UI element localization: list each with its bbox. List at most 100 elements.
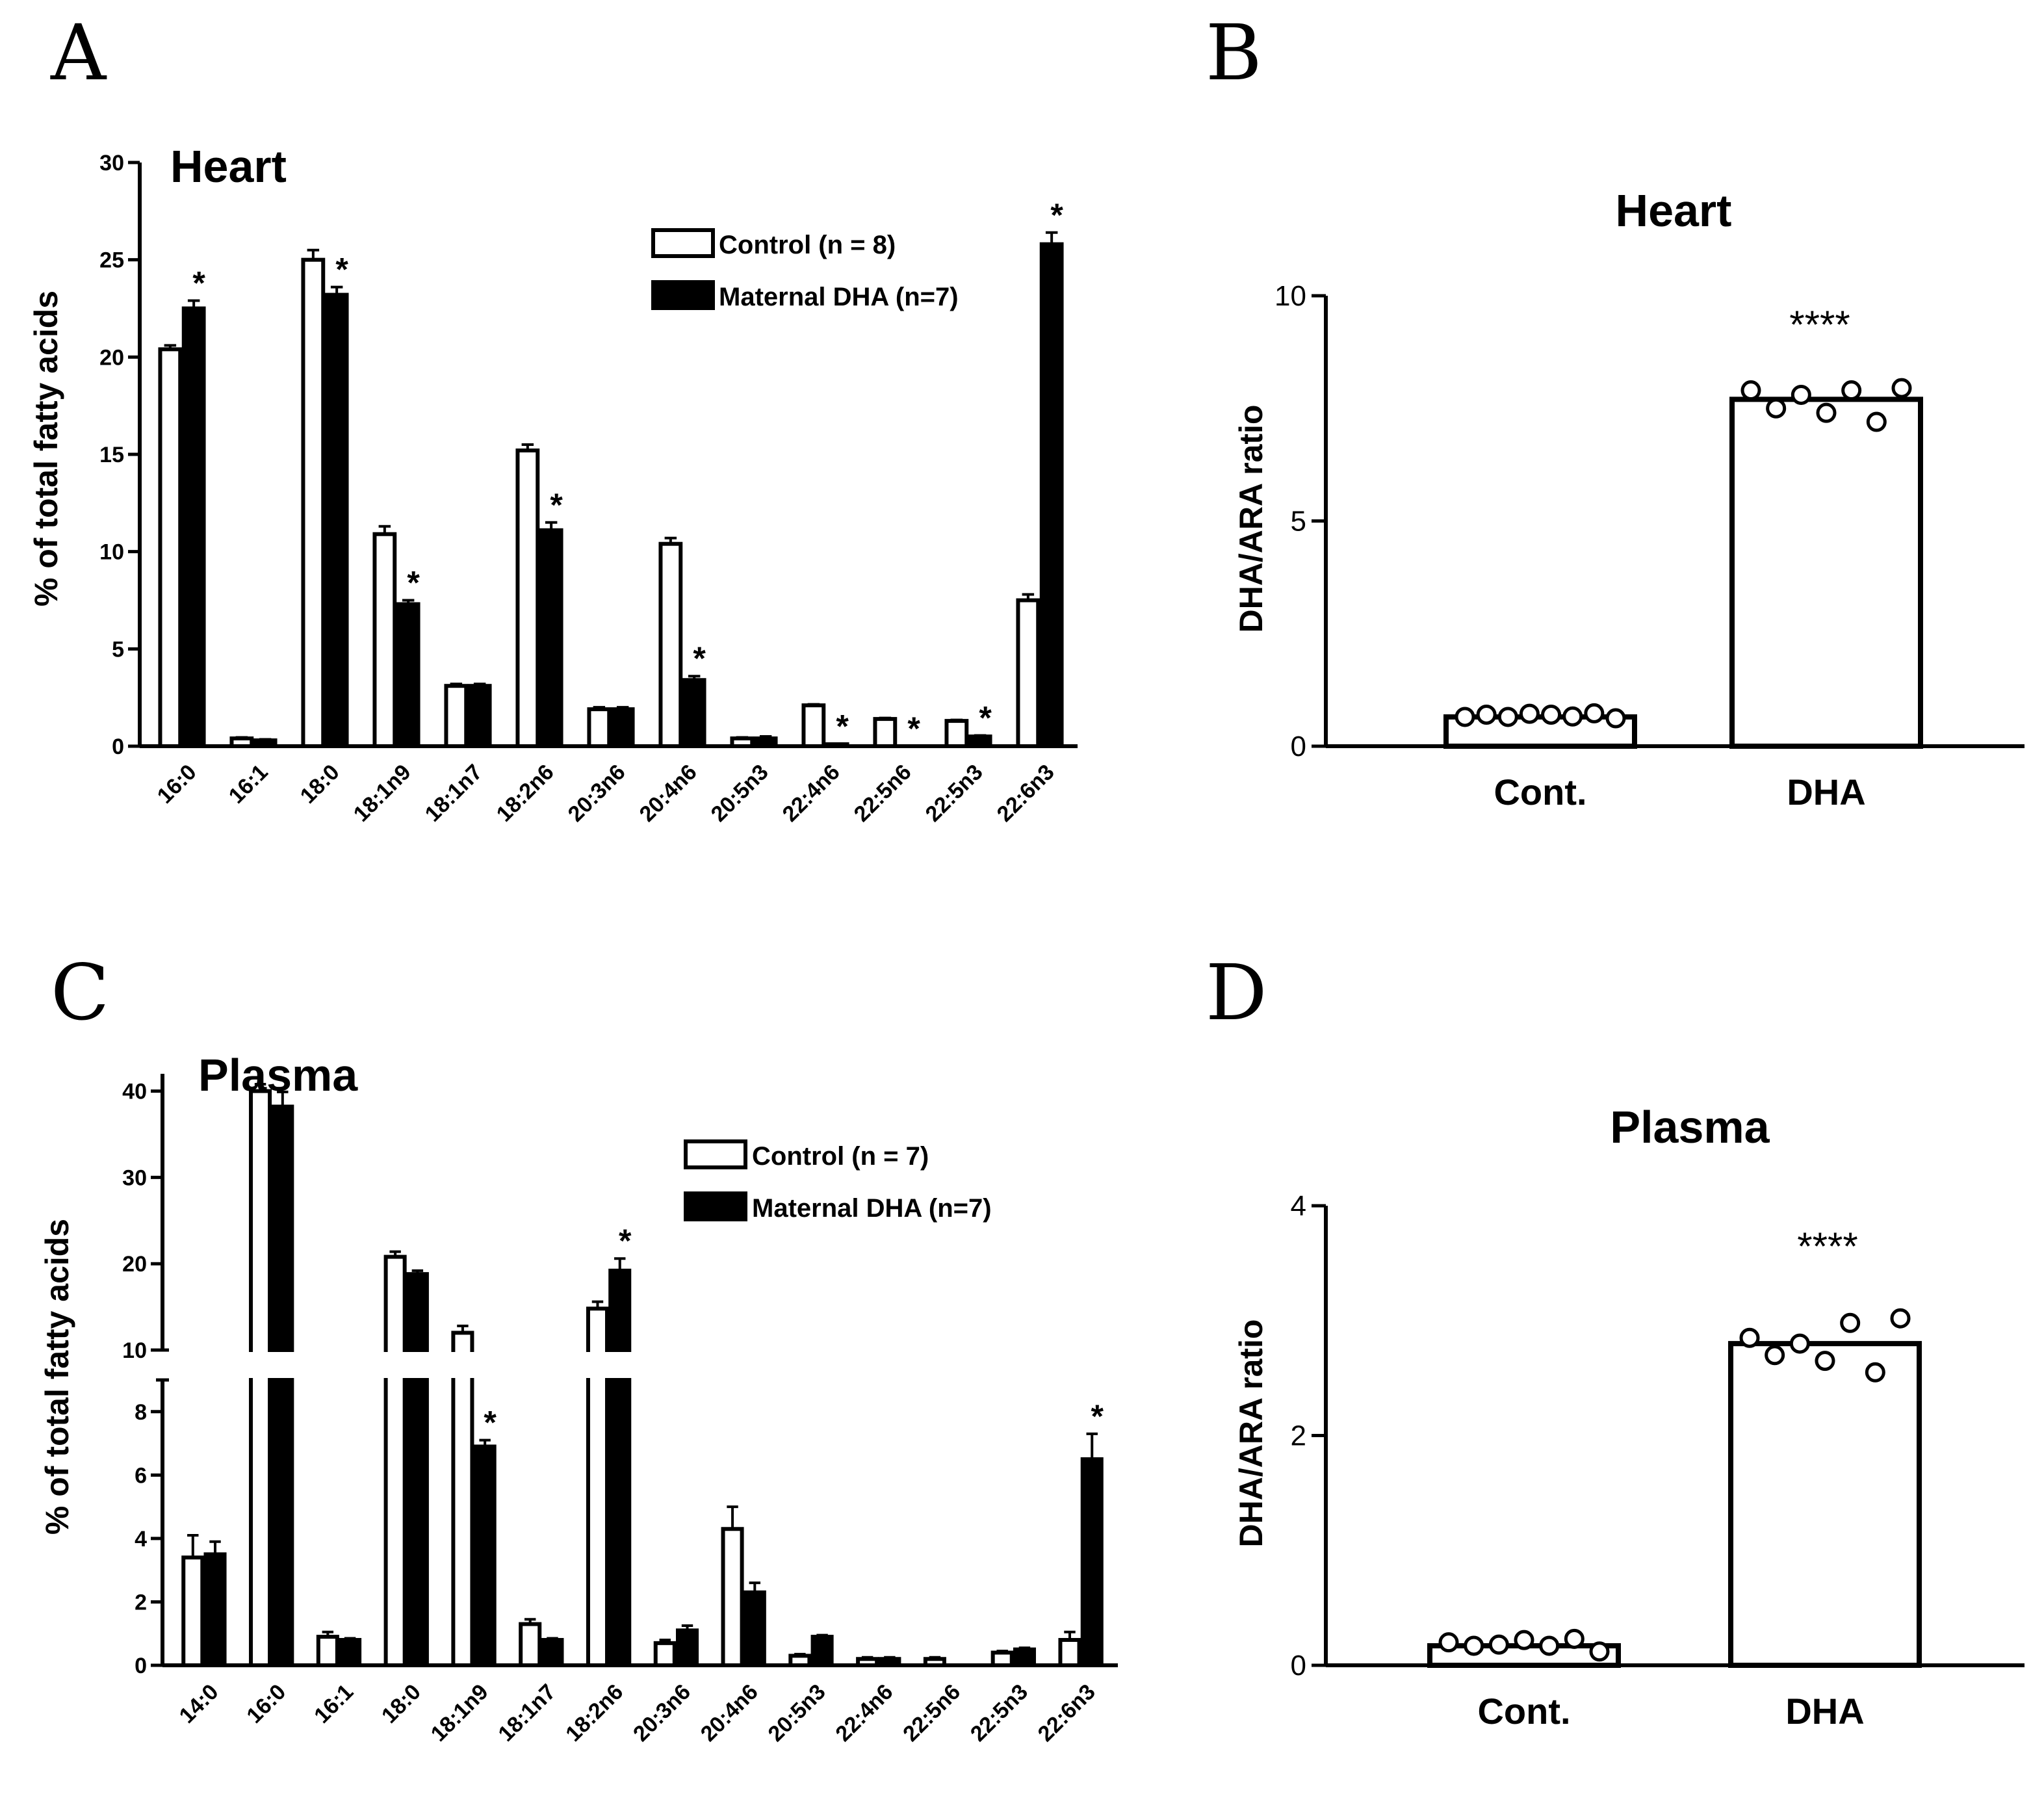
x-tick-label-16-1: 16:1 [309, 1680, 358, 1728]
panel-d-plasma-ratio: Plasma DHA/ARA ratio **** 0 2 4 Cont. DHA [1233, 1102, 2025, 1732]
legend-label-maternal-dha: Maternal DHA (n=7) [719, 283, 959, 311]
y-tick-label-4: 4 [135, 1527, 147, 1552]
bar-maternal-dha-18-1n7 [541, 1637, 564, 1668]
y-tick-label-0: 0 [1291, 1650, 1306, 1682]
data-point-dha-3 [1791, 384, 1811, 405]
bar-maternal-dha-16-0 [181, 306, 206, 748]
data-point-dha-7 [1890, 1308, 1911, 1329]
bar-maternal-dha-14-0 [203, 1552, 227, 1668]
x-tick-label-22-5n3: 22:5n3 [966, 1680, 1033, 1747]
bar-control-16-0 [158, 347, 183, 748]
x-tick-label-18-0: 18:0 [296, 760, 344, 809]
data-point-cont-5 [1541, 704, 1562, 725]
x-tick-label-cont: Cont. [1477, 1691, 1570, 1732]
panel-b-heart-ratio: Heart DHA/ARA ratio **** 0 5 10 Cont. DHA [1233, 185, 2025, 812]
x-tick-label-22-5n6: 22:5n6 [849, 760, 916, 827]
bar-control-18-1n9 [372, 532, 397, 749]
y-tick-label-30: 30 [99, 151, 124, 176]
bar-control-20-4n6 [721, 1527, 744, 1668]
bar-control-20-4n6 [658, 541, 683, 749]
bar-maternal-dha-20-5n3 [810, 1635, 834, 1668]
legend-label-control: Control (n = 8) [719, 231, 896, 259]
x-tick-label-18-1n7: 18:1n7 [420, 760, 487, 827]
significance-star-18-0: * [335, 252, 348, 288]
legend-swatch-maternal-dha [651, 280, 715, 310]
x-tick-label-18-2n6: 18:2n6 [492, 760, 559, 827]
y-tick-label-5: 5 [112, 637, 124, 662]
bar-control-20-3n6 [653, 1641, 677, 1667]
x-tick-label-16-0: 16:0 [153, 760, 201, 809]
data-point-dha-4 [1815, 1351, 1835, 1372]
panel-c-y-axis-label: % of total fatty acids [39, 1219, 75, 1535]
data-point-cont-1 [1455, 707, 1475, 727]
bar-control-20-3n6 [587, 707, 612, 749]
bar-dha [1728, 1341, 1922, 1669]
x-tick-label-dha: DHA [1787, 772, 1865, 812]
data-point-dha-5 [1841, 380, 1862, 401]
panel-a-heart-fatty-acids: Heart % of total fatty acids Control (n … [28, 141, 1078, 827]
panel-d-significance: **** [1797, 1225, 1857, 1268]
data-point-cont-6 [1562, 706, 1583, 727]
panel-b-title: Heart [1616, 185, 1732, 236]
bar-maternal-dha-18-0 [406, 1272, 429, 1667]
bar-cont [1443, 714, 1637, 749]
data-point-dha-2 [1765, 1345, 1785, 1366]
bar-maternal-dha-18-2n6 [539, 528, 563, 748]
y-tick-label-5: 5 [1291, 506, 1306, 538]
panel-letter-b: B [1206, 8, 1262, 98]
data-point-cont-6 [1564, 1628, 1585, 1649]
bar-maternal-dha-16-0 [271, 1104, 294, 1667]
y-tick-label-10: 10 [1274, 280, 1306, 312]
bar-control-22-5n3 [944, 719, 969, 749]
bar-maternal-dha-20-3n6 [675, 1628, 699, 1668]
bar-maternal-dha-16-1 [253, 738, 278, 749]
bar-control-14-0 [181, 1555, 205, 1667]
legend-label-control: Control (n = 7) [752, 1142, 929, 1171]
bar-maternal-dha-18-0 [324, 292, 349, 748]
data-point-cont-1 [1438, 1632, 1459, 1653]
bar-maternal-dha-16-1 [339, 1637, 362, 1668]
x-tick-label-22-5n6: 22:5n6 [898, 1680, 965, 1747]
data-point-dha-4 [1816, 402, 1837, 423]
data-point-dha-6 [1865, 1362, 1885, 1383]
bar-control-16-1 [316, 1635, 339, 1668]
y-tick-label-2: 2 [135, 1590, 147, 1615]
bar-maternal-dha-18-1n9 [396, 602, 420, 749]
bar-control-20-5n3 [788, 1654, 812, 1668]
significance-star-22-6n3: * [1050, 197, 1063, 233]
data-point-dha-1 [1739, 1327, 1760, 1348]
panel-c-legend: Control (n = 7) Maternal DHA (n=7) [684, 1139, 992, 1223]
bar-control-16-1 [229, 736, 254, 748]
y-tick-label-15: 15 [99, 443, 124, 467]
bar-control-18-1n7 [519, 1622, 542, 1667]
bar-control-22-4n6 [856, 1657, 879, 1667]
data-point-cont-7 [1589, 1641, 1610, 1662]
bar-maternal-dha-20-4n6 [682, 678, 706, 749]
panel-letter-d: D [1206, 948, 1267, 1037]
data-point-dha-2 [1766, 398, 1787, 419]
legend-swatch-control [684, 1139, 747, 1169]
bar-dha [1729, 396, 1923, 749]
x-tick-label-22-5n3: 22:5n3 [921, 760, 988, 827]
significance-star-18-1n9: * [407, 565, 420, 601]
y-tick-label-20: 20 [99, 345, 124, 370]
bar-control-22-5n3 [990, 1650, 1014, 1667]
axis-break-gap [168, 1352, 1130, 1378]
x-tick-label-18-1n9: 18:1n9 [426, 1680, 493, 1747]
significance-star-18-1n9: * [484, 1405, 497, 1441]
y-tick-label-30: 30 [122, 1165, 147, 1190]
significance-star-16-0: * [192, 265, 205, 302]
data-point-cont-3 [1488, 1634, 1509, 1655]
x-tick-label-16-0: 16:0 [242, 1680, 291, 1728]
x-tick-label-20-3n6: 20:3n6 [563, 760, 630, 827]
bar-control-22-5n6 [923, 1657, 946, 1667]
x-tick-label-16-1: 16:1 [224, 760, 273, 809]
significance-star-22-4n6: * [836, 708, 849, 744]
y-tick-label-0: 0 [135, 1654, 147, 1678]
bar-control-20-5n3 [730, 736, 755, 748]
panel-letter-a: A [50, 8, 107, 98]
panel-a-title: Heart [170, 141, 287, 192]
bar-control-22-4n6 [801, 703, 826, 749]
y-tick-label-8: 8 [135, 1400, 147, 1425]
